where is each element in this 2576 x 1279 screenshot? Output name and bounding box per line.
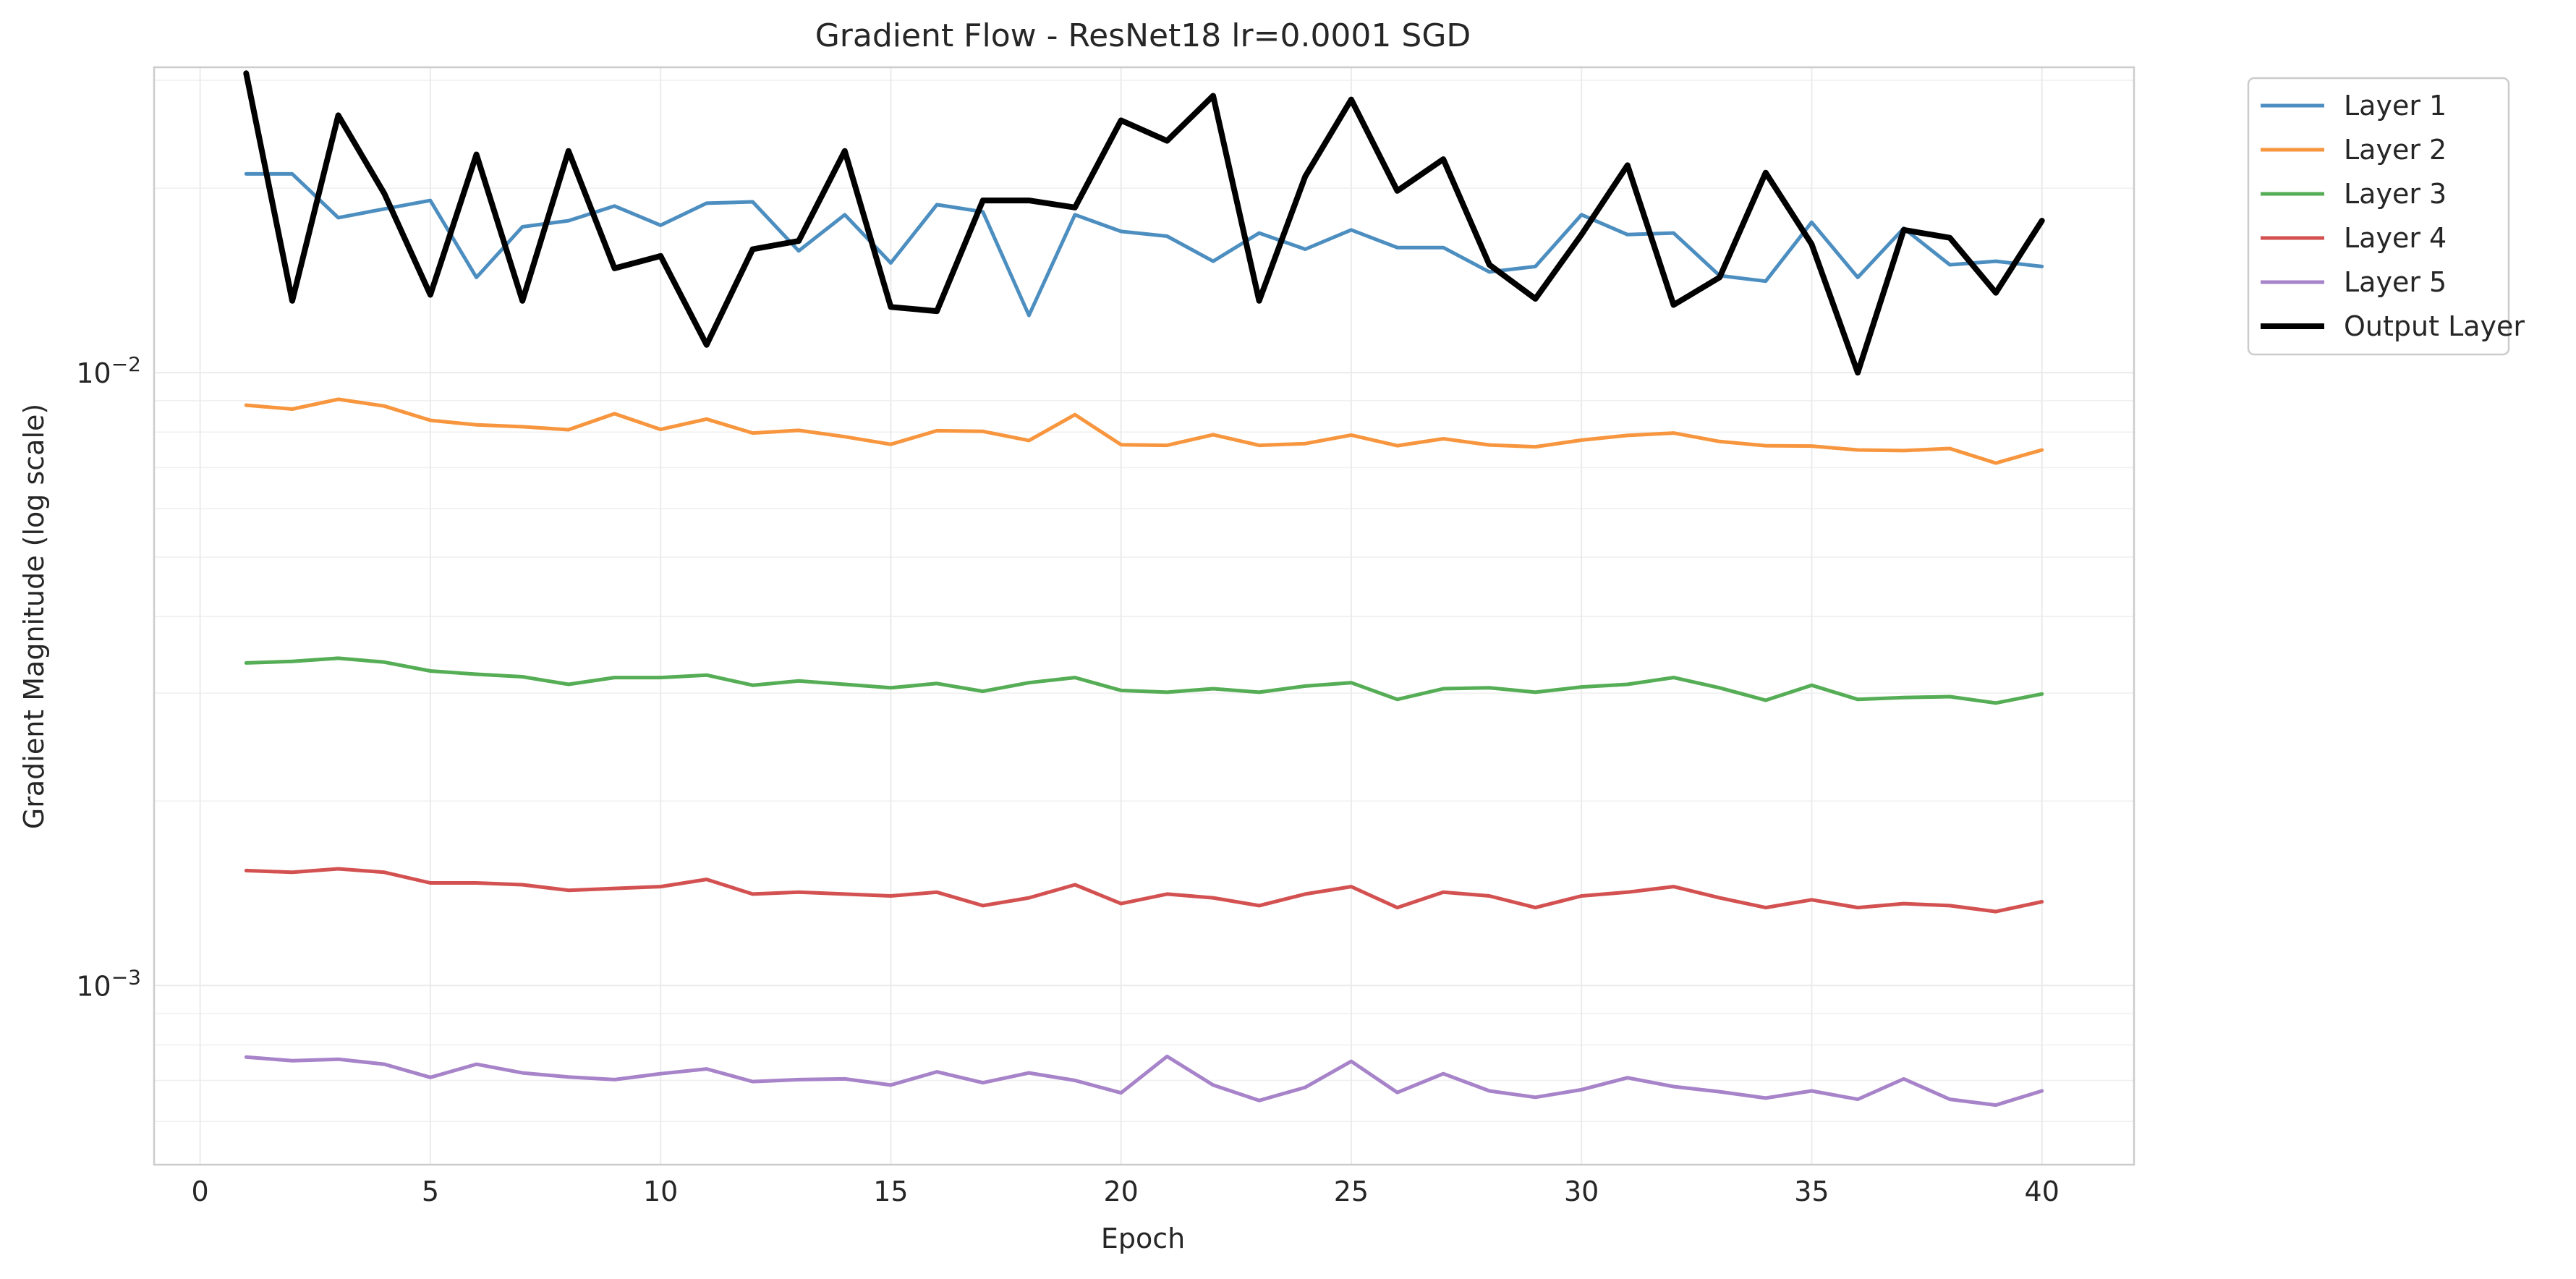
x-tick-label: 10	[643, 1176, 678, 1207]
series-line-output-layer	[243, 70, 2045, 376]
series-line-layer-2	[244, 397, 2044, 465]
legend-label: Layer 3	[2344, 178, 2447, 210]
series-line-layer-4	[244, 867, 2044, 914]
x-tick-label: 30	[1564, 1176, 1599, 1207]
chart-title: Gradient Flow - ResNet18 lr=0.0001 SGD	[815, 17, 1471, 54]
x-tick-label: 35	[1794, 1176, 1829, 1207]
legend-label: Layer 4	[2344, 222, 2447, 254]
legend-label: Layer 5	[2344, 266, 2447, 298]
series-line-layer-3	[244, 656, 2044, 705]
legend: Layer 1 Layer 2 Layer 3 Layer 4 Layer 5 Outpu…	[2247, 77, 2525, 356]
y-tick-label: 10−2	[76, 352, 141, 389]
y-tick-labels: 10−2 10−3	[76, 352, 141, 1002]
x-tick-label: 0	[192, 1176, 209, 1207]
plot-frame	[153, 66, 2135, 1166]
x-axis-label: Epoch	[1101, 1223, 1185, 1254]
y-tick-label: 10−3	[76, 965, 141, 1002]
x-tick-label: 25	[1334, 1176, 1369, 1207]
series-lines	[243, 70, 2045, 1108]
x-tick-label: 15	[873, 1176, 908, 1207]
x-tick-labels: 0 5 10 15 20 25 30 35 40	[192, 1176, 2059, 1207]
legend-box	[2247, 77, 2510, 356]
series-line-layer-5	[244, 1054, 2044, 1108]
x-tick-label: 5	[422, 1176, 439, 1207]
legend-label: Layer 1	[2344, 90, 2447, 122]
major-grid	[154, 67, 2134, 1165]
x-tick-label: 20	[1103, 1176, 1138, 1207]
x-tick-label: 40	[2025, 1176, 2059, 1207]
y-axis-label: Gradient Magnitude (log scale)	[18, 404, 50, 829]
legend-label: Output Layer	[2344, 310, 2525, 342]
legend-label: Layer 2	[2344, 134, 2447, 166]
